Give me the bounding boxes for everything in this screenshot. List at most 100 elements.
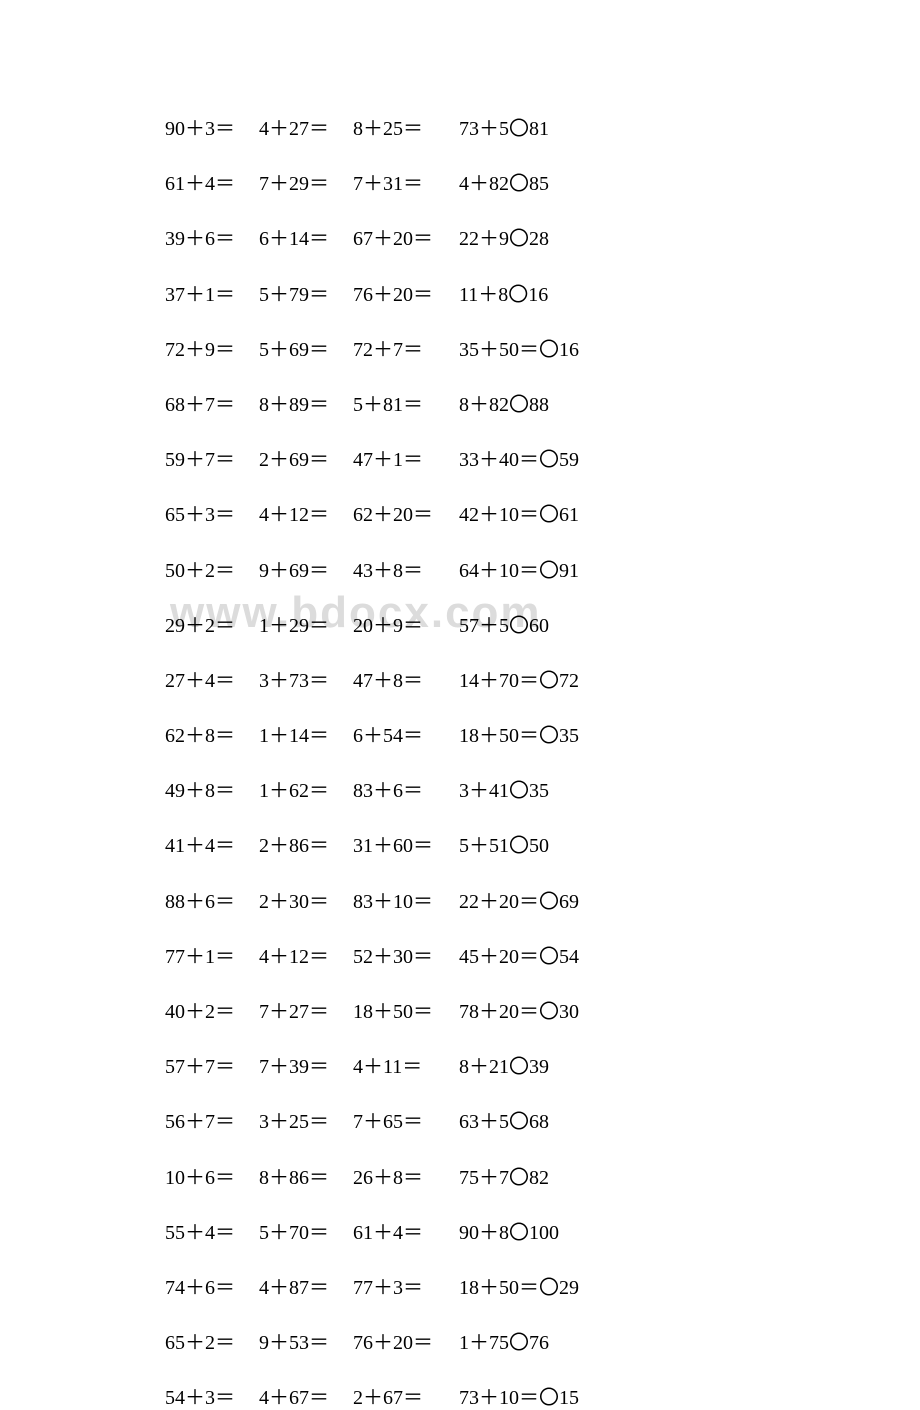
math-cell-4: 8＋82〇88 (459, 388, 549, 417)
math-cell-1: 41＋4＝ (165, 829, 259, 858)
math-cell-3: 67＋20＝ (353, 222, 459, 251)
math-cell-1: 59＋7＝ (165, 443, 259, 472)
math-cell-2: 7＋39＝ (259, 1050, 353, 1079)
math-row: 37＋1＝5＋79＝76＋20＝11＋8〇16 (165, 278, 920, 307)
math-cell-1: 57＋7＝ (165, 1050, 259, 1079)
math-cell-3: 62＋20＝ (353, 498, 459, 527)
math-cell-1: 65＋2＝ (165, 1326, 259, 1355)
math-cell-1: 27＋4＝ (165, 664, 259, 693)
math-cell-1: 39＋6＝ (165, 222, 259, 251)
math-cell-2: 7＋29＝ (259, 167, 353, 196)
math-row: 27＋4＝3＋73＝47＋8＝14＋70＝〇72 (165, 664, 920, 693)
math-cell-1: 88＋6＝ (165, 885, 259, 914)
math-cell-2: 4＋12＝ (259, 498, 353, 527)
math-row: 65＋3＝4＋12＝62＋20＝42＋10＝〇61 (165, 498, 920, 527)
math-cell-1: 62＋8＝ (165, 719, 259, 748)
math-cell-2: 8＋86＝ (259, 1161, 353, 1190)
math-cell-4: 11＋8〇16 (459, 278, 548, 307)
math-cell-2: 5＋79＝ (259, 278, 353, 307)
math-cell-2: 4＋12＝ (259, 940, 353, 969)
math-row: 72＋9＝5＋69＝72＋7＝35＋50＝〇16 (165, 333, 920, 362)
math-cell-4: 90＋8〇100 (459, 1216, 559, 1245)
math-row: 55＋4＝5＋70＝61＋4＝90＋8〇100 (165, 1216, 920, 1245)
math-row: 49＋8＝1＋62＝83＋6＝3＋41〇35 (165, 774, 920, 803)
math-cell-2: 4＋67＝ (259, 1381, 353, 1410)
math-cell-2: 2＋30＝ (259, 885, 353, 914)
math-cell-1: 54＋3＝ (165, 1381, 259, 1410)
math-cell-3: 72＋7＝ (353, 333, 459, 362)
math-cell-4: 45＋20＝〇54 (459, 940, 579, 969)
math-cell-3: 31＋60＝ (353, 829, 459, 858)
math-cell-4: 35＋50＝〇16 (459, 333, 579, 362)
math-cell-4: 3＋41〇35 (459, 774, 549, 803)
math-cell-3: 4＋11＝ (353, 1050, 459, 1079)
math-cell-2: 3＋25＝ (259, 1105, 353, 1134)
math-cell-2: 4＋87＝ (259, 1271, 353, 1300)
math-cell-2: 7＋27＝ (259, 995, 353, 1024)
math-cell-2: 2＋86＝ (259, 829, 353, 858)
math-row: 65＋2＝9＋53＝76＋20＝1＋75〇76 (165, 1326, 920, 1355)
math-cell-3: 7＋31＝ (353, 167, 459, 196)
math-cell-1: 49＋8＝ (165, 774, 259, 803)
math-cell-4: 1＋75〇76 (459, 1326, 549, 1355)
math-cell-4: 57＋5〇60 (459, 609, 549, 638)
math-cell-2: 8＋89＝ (259, 388, 353, 417)
math-cell-1: 37＋1＝ (165, 278, 259, 307)
math-cell-1: 61＋4＝ (165, 167, 259, 196)
math-cell-1: 77＋1＝ (165, 940, 259, 969)
math-cell-1: 65＋3＝ (165, 498, 259, 527)
math-cell-3: 18＋50＝ (353, 995, 459, 1024)
math-row: 59＋7＝2＋69＝47＋1＝33＋40＝〇59 (165, 443, 920, 472)
math-cell-4: 18＋50＝〇29 (459, 1271, 579, 1300)
math-row: 39＋6＝6＋14＝67＋20＝22＋9〇28 (165, 222, 920, 251)
math-cell-3: 2＋67＝ (353, 1381, 459, 1410)
math-cell-1: 90＋3＝ (165, 112, 259, 141)
math-cell-2: 9＋69＝ (259, 554, 353, 583)
math-cell-4: 22＋9〇28 (459, 222, 549, 251)
math-row: 88＋6＝2＋30＝83＋10＝22＋20＝〇69 (165, 885, 920, 914)
math-cell-2: 1＋62＝ (259, 774, 353, 803)
math-cell-4: 42＋10＝〇61 (459, 498, 579, 527)
math-cell-4: 14＋70＝〇72 (459, 664, 579, 693)
math-cell-1: 29＋2＝ (165, 609, 259, 638)
math-cell-3: 83＋10＝ (353, 885, 459, 914)
math-cell-3: 5＋81＝ (353, 388, 459, 417)
math-row: 50＋2＝9＋69＝43＋8＝64＋10＝〇91 (165, 554, 920, 583)
math-row: 77＋1＝4＋12＝52＋30＝45＋20＝〇54 (165, 940, 920, 969)
math-cell-4: 4＋82〇85 (459, 167, 549, 196)
math-cell-2: 4＋27＝ (259, 112, 353, 141)
worksheet-content: 90＋3＝4＋27＝8＋25＝73＋5〇8161＋4＝7＋29＝7＋31＝4＋8… (165, 112, 920, 1410)
math-cell-1: 55＋4＝ (165, 1216, 259, 1245)
math-cell-4: 73＋10＝〇15 (459, 1381, 579, 1410)
math-row: 62＋8＝1＋14＝6＋54＝18＋50＝〇35 (165, 719, 920, 748)
math-cell-3: 77＋3＝ (353, 1271, 459, 1300)
math-cell-2: 1＋29＝ (259, 609, 353, 638)
math-cell-2: 9＋53＝ (259, 1326, 353, 1355)
math-cell-3: 6＋54＝ (353, 719, 459, 748)
math-cell-3: 76＋20＝ (353, 278, 459, 307)
math-row: 90＋3＝4＋27＝8＋25＝73＋5〇81 (165, 112, 920, 141)
math-cell-1: 56＋7＝ (165, 1105, 259, 1134)
math-cell-2: 3＋73＝ (259, 664, 353, 693)
math-cell-3: 76＋20＝ (353, 1326, 459, 1355)
math-cell-2: 5＋69＝ (259, 333, 353, 362)
math-cell-4: 22＋20＝〇69 (459, 885, 579, 914)
math-row: 10＋6＝8＋86＝26＋8＝75＋7〇82 (165, 1161, 920, 1190)
math-row: 57＋7＝7＋39＝4＋11＝8＋21〇39 (165, 1050, 920, 1079)
math-cell-4: 63＋5〇68 (459, 1105, 549, 1134)
math-cell-1: 10＋6＝ (165, 1161, 259, 1190)
math-cell-3: 43＋8＝ (353, 554, 459, 583)
math-cell-4: 78＋20＝〇30 (459, 995, 579, 1024)
math-cell-3: 47＋1＝ (353, 443, 459, 472)
math-row: 74＋6＝4＋87＝77＋3＝18＋50＝〇29 (165, 1271, 920, 1300)
math-row: 61＋4＝7＋29＝7＋31＝4＋82〇85 (165, 167, 920, 196)
math-row: 41＋4＝2＋86＝31＋60＝5＋51〇50 (165, 829, 920, 858)
math-row: 54＋3＝4＋67＝2＋67＝73＋10＝〇15 (165, 1381, 920, 1410)
math-cell-3: 61＋4＝ (353, 1216, 459, 1245)
math-row: 56＋7＝3＋25＝7＋65＝63＋5〇68 (165, 1105, 920, 1134)
math-cell-4: 8＋21〇39 (459, 1050, 549, 1079)
math-cell-4: 73＋5〇81 (459, 112, 549, 141)
math-cell-1: 40＋2＝ (165, 995, 259, 1024)
math-cell-2: 2＋69＝ (259, 443, 353, 472)
math-cell-1: 68＋7＝ (165, 388, 259, 417)
